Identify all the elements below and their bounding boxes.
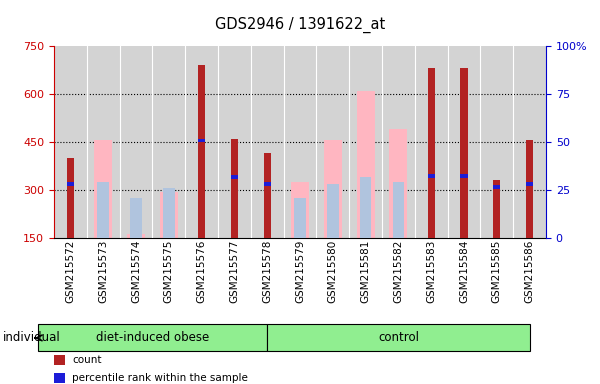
Bar: [493, 180, 500, 238]
Bar: [389, 129, 407, 238]
Bar: [526, 141, 533, 238]
Bar: [127, 234, 145, 238]
Bar: [263, 182, 271, 185]
Bar: [324, 141, 342, 238]
Text: diet-induced obese: diet-induced obese: [96, 331, 209, 344]
Bar: [428, 174, 435, 177]
Bar: [460, 68, 467, 238]
Bar: [97, 182, 109, 238]
Bar: [163, 189, 175, 238]
Bar: [231, 175, 238, 179]
Bar: [160, 192, 178, 238]
Bar: [198, 65, 205, 238]
Text: control: control: [378, 331, 419, 344]
Bar: [294, 198, 306, 238]
Bar: [67, 182, 74, 185]
Bar: [360, 177, 371, 238]
Bar: [198, 139, 205, 142]
Bar: [130, 198, 142, 238]
Bar: [231, 139, 238, 238]
Bar: [428, 68, 435, 238]
Bar: [356, 91, 374, 238]
Text: GDS2946 / 1391622_at: GDS2946 / 1391622_at: [215, 17, 385, 33]
Bar: [460, 174, 467, 177]
Bar: [291, 182, 309, 238]
Bar: [392, 182, 404, 238]
Text: individual: individual: [3, 331, 61, 344]
Bar: [94, 141, 112, 238]
Bar: [493, 185, 500, 189]
Text: percentile rank within the sample: percentile rank within the sample: [72, 373, 248, 383]
Text: count: count: [72, 355, 101, 365]
Bar: [263, 153, 271, 238]
Bar: [526, 182, 533, 185]
Bar: [327, 184, 338, 238]
Bar: [67, 158, 74, 238]
